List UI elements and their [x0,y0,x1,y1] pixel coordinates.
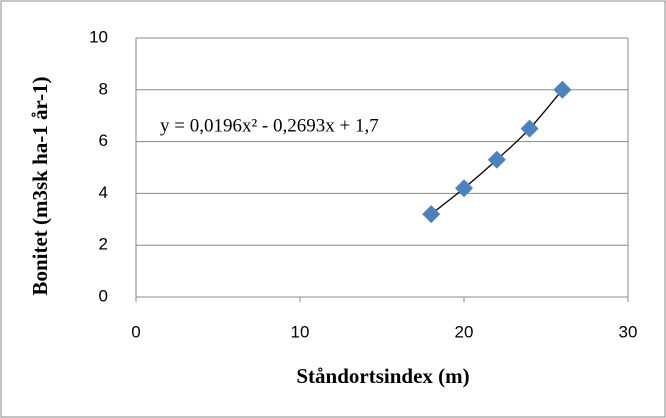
y-tick-label: 8 [99,79,108,98]
y-tick-label: 2 [99,235,108,254]
marker [520,119,539,138]
marker [422,205,441,224]
y-tick-label: 0 [99,286,108,305]
x-tick-label: 30 [619,322,638,341]
y-tick-label: 4 [99,183,108,202]
x-tick-label: 0 [131,322,140,341]
x-tick-label: 10 [291,322,310,341]
trendline-equation: y = 0,0196x² - 0,2693x + 1,7 [160,115,379,136]
y-tick-label: 6 [99,131,108,150]
x-axis-title: Ståndortsindex (m) [296,364,469,388]
marker [487,150,506,169]
x-tick-label: 20 [455,322,474,341]
marker [553,80,572,99]
y-axis-title: Bonitet (m3sk ha-1 år-1) [28,76,52,295]
marker [455,179,473,198]
y-tick-label: 10 [89,27,108,46]
